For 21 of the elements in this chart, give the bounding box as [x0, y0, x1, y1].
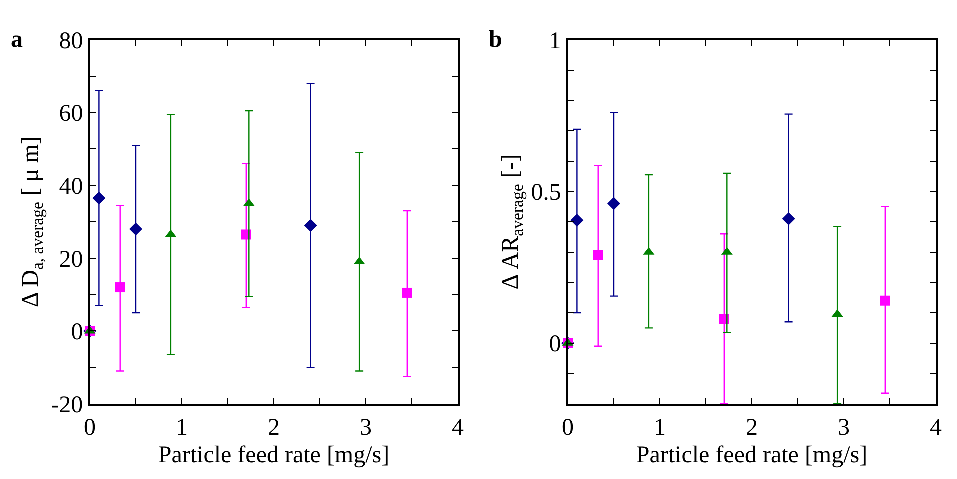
- text: a: [11, 27, 23, 53]
- x-tick-label: 2: [268, 414, 280, 441]
- text: b: [489, 27, 502, 53]
- y-tick-label: 60: [59, 101, 84, 128]
- x-tick-label: 4: [930, 414, 942, 441]
- y-tick-label: 80: [59, 28, 84, 54]
- x-axis-title: Particle feed rate [mg/s]: [158, 442, 390, 469]
- x-tick-label: 1: [176, 414, 188, 441]
- x-tick-label: 3: [360, 414, 372, 441]
- x-tick-label: 3: [838, 414, 850, 441]
- y-tick-label: 0: [71, 320, 84, 346]
- x-tick-label: 1: [654, 414, 666, 441]
- y-tick-label: 1: [549, 28, 562, 54]
- x-tick-label: 2: [746, 414, 758, 441]
- y-tick-label: 0: [549, 332, 562, 358]
- y-tick-label: -20: [51, 392, 84, 418]
- x-tick-label: 4: [452, 414, 464, 441]
- y-tick-label: 20: [59, 246, 84, 273]
- y-tick-label: 40: [59, 174, 84, 200]
- y-tick-label: 0.5: [531, 180, 562, 206]
- x-axis-title: Particle feed rate [mg/s]: [636, 442, 868, 469]
